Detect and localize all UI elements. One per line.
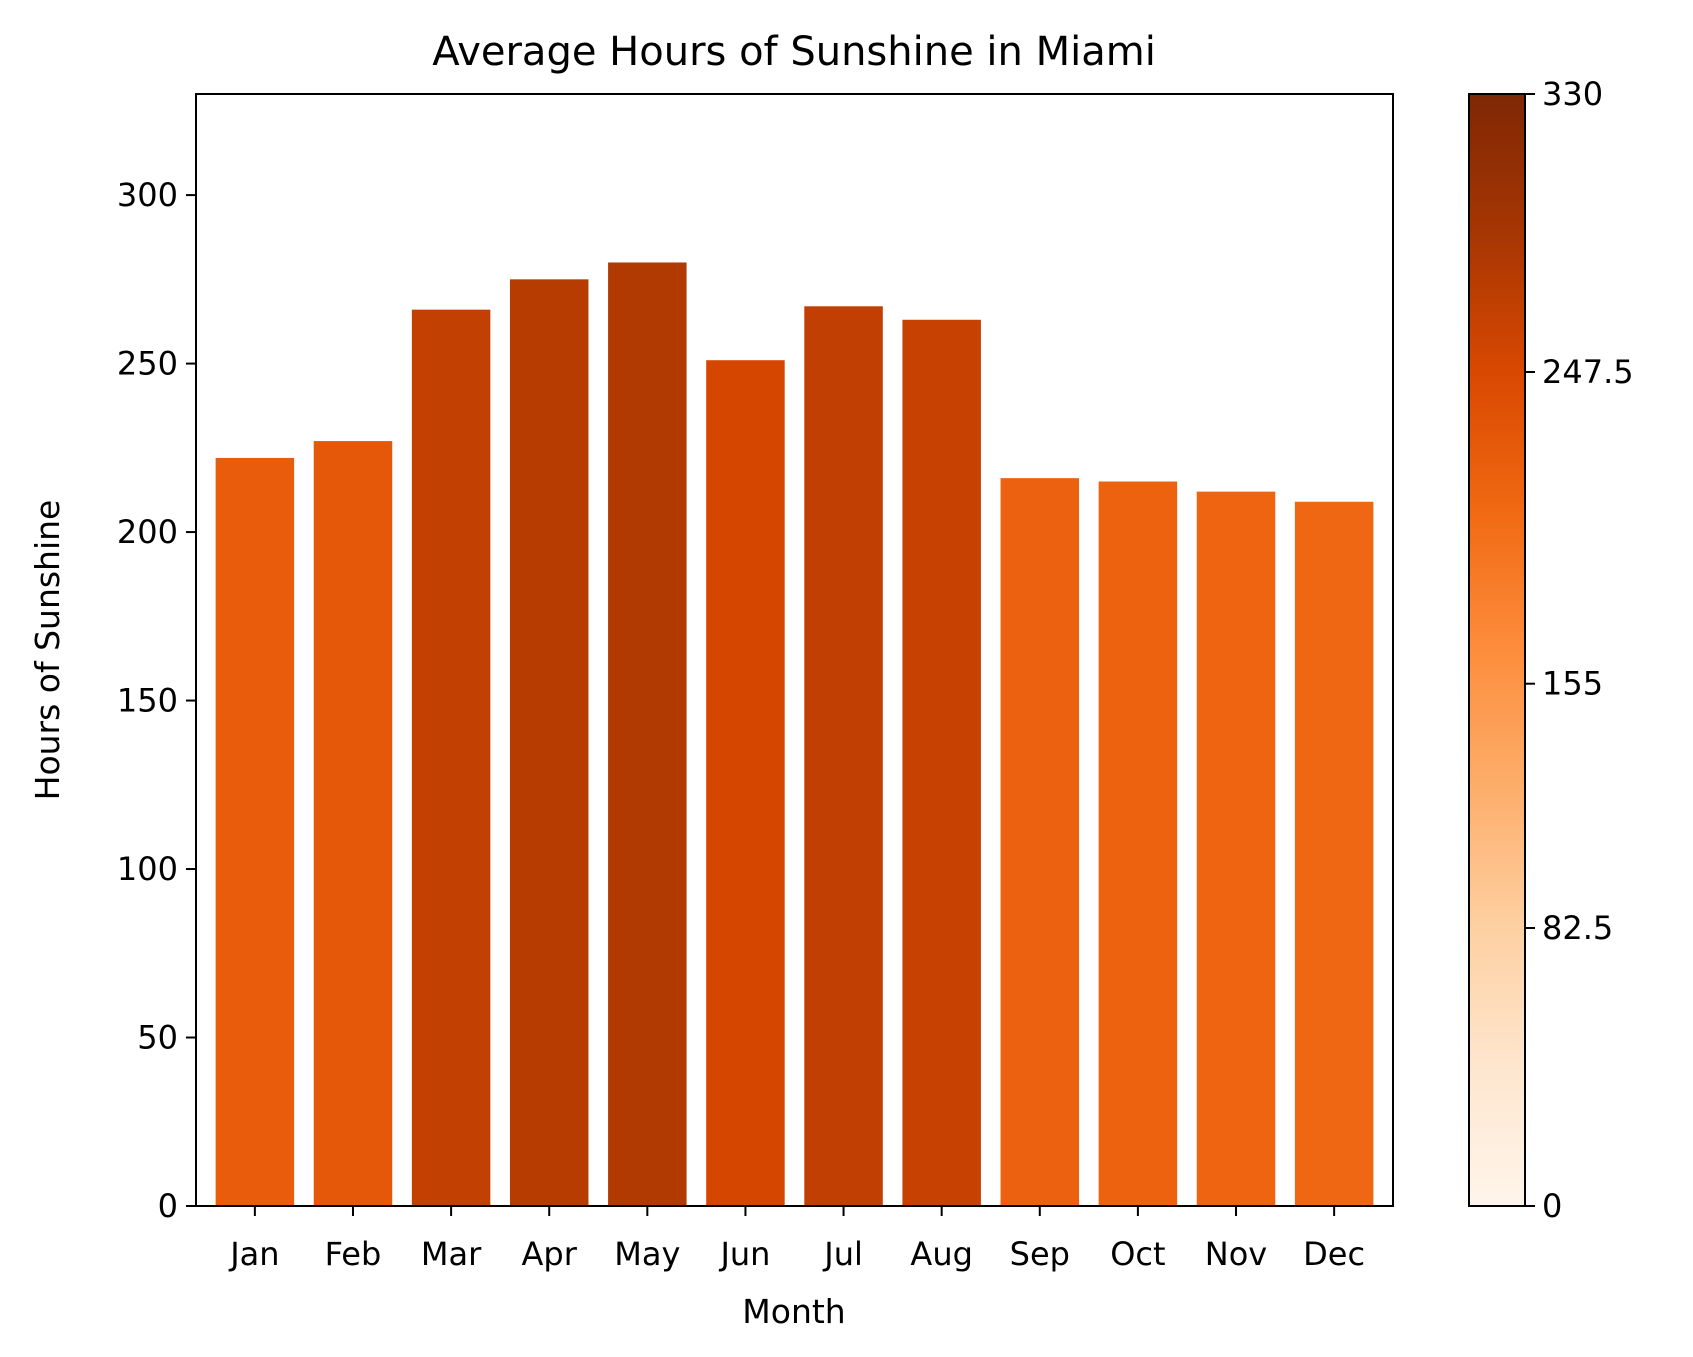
y-tick-label: 200 — [117, 513, 178, 551]
x-tick-label: Apr — [522, 1235, 578, 1273]
x-tick-label: Aug — [910, 1235, 972, 1273]
y-tick-label: 100 — [117, 850, 178, 888]
colorbar-tick-label: 330 — [1542, 75, 1603, 113]
bar-mar — [411, 309, 491, 1206]
bar-apr — [509, 279, 589, 1207]
bars-layer — [215, 262, 1374, 1207]
y-axis-label: Hours of Sunshine — [28, 500, 67, 801]
bar-jan — [215, 457, 295, 1206]
x-tick-label: Jun — [718, 1235, 770, 1273]
x-tick-label: Jan — [228, 1235, 279, 1273]
y-tick-label: 250 — [117, 345, 178, 383]
x-tick-label: Nov — [1205, 1235, 1267, 1273]
bar-feb — [313, 441, 393, 1207]
y-tick-label: 150 — [117, 682, 178, 720]
x-tick-label: Mar — [421, 1235, 482, 1273]
chart-title: Average Hours of Sunshine in Miami — [432, 29, 1156, 75]
y-tick-label: 300 — [117, 176, 178, 214]
bar-sep — [1000, 478, 1080, 1206]
bar-jun — [706, 360, 785, 1207]
colorbar-tick-label: 0 — [1542, 1187, 1562, 1225]
x-tick-label: Feb — [325, 1235, 382, 1273]
x-tick-label: Dec — [1303, 1235, 1365, 1273]
y-tick-label: 50 — [137, 1019, 178, 1057]
x-tick-label: Oct — [1110, 1235, 1165, 1273]
bar-dec — [1294, 501, 1374, 1207]
x-tick-label: May — [614, 1235, 680, 1273]
colorbar-tick-label: 155 — [1542, 665, 1603, 703]
colorbar-ticks: 0 82.5 155 247.5 330 — [1525, 75, 1634, 1225]
bar-oct — [1098, 481, 1178, 1206]
x-tick-label: Sep — [1010, 1235, 1070, 1273]
y-axis-ticks: 0 50 100 150 200 250 300 — [117, 176, 196, 1225]
y-tick-label: 0 — [158, 1187, 178, 1225]
colorbar — [1468, 93, 1526, 1207]
bar-nov — [1196, 491, 1276, 1206]
x-tick-label: Jul — [822, 1235, 863, 1273]
colorbar-tick-label: 82.5 — [1542, 909, 1613, 947]
bar-jul — [804, 306, 883, 1206]
x-axis-label: Month — [742, 1292, 845, 1331]
x-axis-ticks: Jan Feb Mar Apr May Jun Jul Aug Sep Oct Nov Dec — [228, 1206, 1365, 1273]
plot-frame — [195, 93, 1394, 1207]
bar-may — [608, 262, 687, 1207]
colorbar-tick-label: 247.5 — [1542, 353, 1634, 391]
bar-aug — [902, 319, 981, 1206]
